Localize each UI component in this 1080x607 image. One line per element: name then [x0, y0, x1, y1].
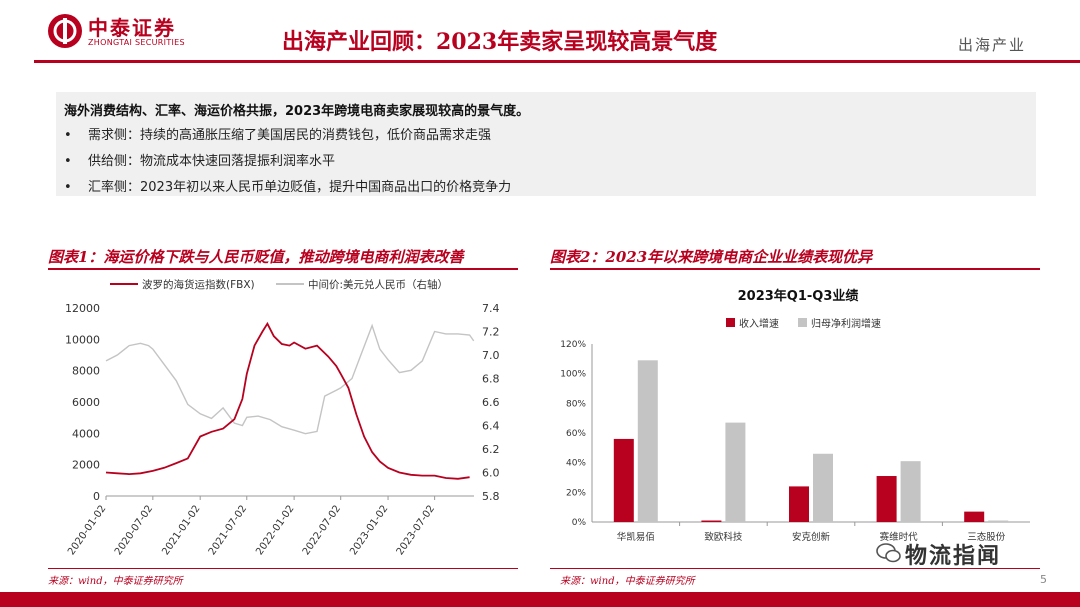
- y-left-tick-label: 4000: [72, 427, 100, 440]
- section-tag: 出海产业: [958, 36, 1027, 54]
- bar-profit: [988, 520, 1009, 522]
- bullet-text: 汇率侧：2023年初以来人民币单边贬值，提升中国商品出口的价格竞争力: [88, 180, 512, 195]
- footer-bar: [0, 592, 1080, 607]
- y-left-tick-label: 10000: [65, 333, 100, 346]
- y-right-tick-label: 6.2: [482, 443, 500, 456]
- y-tick-label: 80%: [566, 399, 586, 409]
- x-tick-label: 2020-07-02: [113, 503, 155, 557]
- y-right-tick-label: 6.6: [482, 396, 500, 409]
- x-tick-label: 2021-01-02: [160, 503, 202, 557]
- legend-swatch-profit: [798, 318, 807, 327]
- figure2-source: 来源：wind，中泰证券研究所: [560, 576, 695, 587]
- y-left-tick-label: 12000: [65, 302, 100, 315]
- y-tick-label: 60%: [566, 429, 586, 439]
- series-line-fbx: [105, 321, 470, 480]
- y-right-tick-label: 7.4: [482, 302, 500, 315]
- legend-label-profit: 归母净利润增速: [811, 317, 881, 330]
- y-tick-label: 20%: [566, 488, 586, 498]
- summary-bullet: • 需求侧：持续的高通胀压缩了美国居民的消费钱包，低价商品需求走强: [64, 124, 491, 143]
- logo-icon: [48, 14, 82, 48]
- y-right-tick-label: 5.8: [482, 490, 500, 503]
- figure2-source-rule: [550, 568, 1040, 569]
- chart1-line-chart: 波罗的海货运指数(FBX) 中间价:美元兑人民币（右轴） 0 2000 4000 6000…: [65, 278, 500, 557]
- bar-profit: [900, 461, 921, 522]
- bullet-dot-icon: •: [64, 154, 72, 169]
- series-line-usdcny: [105, 323, 475, 435]
- x-category-label: 华凯易佰: [617, 531, 655, 543]
- y-left-tick-label: 6000: [72, 396, 100, 409]
- legend-swatch-revenue: [726, 318, 735, 327]
- y-left-tick-label: 8000: [72, 365, 100, 378]
- summary-headline: 海外消费结构、汇率、海运价格共振，2023年跨境电商卖家展现较高的景气度。: [64, 104, 530, 119]
- y-right-tick-label: 6.8: [482, 373, 500, 386]
- chart2-title: 2023年Q1-Q3业绩: [738, 288, 859, 304]
- watermark-text: 物流指闻: [905, 544, 1002, 569]
- legend-label-fbx: 波罗的海货运指数(FBX): [142, 278, 255, 291]
- logo-mark-icon: [53, 18, 77, 44]
- bullet-text: 供给侧：物流成本快速回落提振利润率水平: [88, 154, 336, 169]
- summary-bullet: • 汇率侧：2023年初以来人民币单边贬值，提升中国商品出口的价格竞争力: [64, 176, 511, 195]
- x-tick-label: 2023-07-02: [395, 503, 437, 557]
- x-category-label: 安克创新: [792, 531, 831, 543]
- x-category-label: 致欧科技: [704, 531, 743, 543]
- wechat-icon: [876, 543, 901, 563]
- figure2-rule: [550, 268, 1040, 270]
- summary-box: [56, 92, 1036, 196]
- y-right-tick-label: 6.0: [482, 467, 500, 480]
- figure1-title: 图表1：海运价格下跌与人民币贬值，推动跨境电商利润表改善: [48, 248, 464, 266]
- legend-label-revenue: 收入增速: [739, 317, 779, 330]
- x-tick-label: 2021-07-02: [207, 503, 249, 557]
- y-tick-label: 120%: [560, 340, 586, 350]
- bar-profit: [637, 360, 658, 522]
- logo-subtext: ZHONGTAI SECURITIES: [88, 38, 185, 47]
- bar-revenue: [964, 511, 985, 522]
- x-tick-label: 2022-07-02: [301, 503, 343, 557]
- bar-revenue: [613, 438, 634, 522]
- bar-revenue: [701, 520, 722, 522]
- figure2-title: 图表2：2023年以来跨境电商企业业绩表现优异: [550, 248, 873, 266]
- figure1-source-rule: [48, 568, 518, 569]
- page-title: 出海产业回顾：2023年卖家呈现较高景气度: [282, 29, 718, 55]
- y-left-tick-label: 2000: [72, 459, 100, 472]
- page-number: 5: [1040, 573, 1047, 586]
- bullet-dot-icon: •: [64, 128, 72, 143]
- y-tick-label: 0%: [572, 518, 587, 528]
- logo-text: 中泰证券: [88, 16, 176, 40]
- x-category-label: 三态股份: [967, 531, 1006, 543]
- x-tick-label: 2020-01-02: [66, 503, 108, 557]
- header-divider: [34, 60, 1080, 63]
- y-right-tick-label: 6.4: [482, 420, 500, 433]
- x-tick-label: 2022-01-02: [254, 503, 296, 557]
- bullet-dot-icon: •: [64, 180, 72, 195]
- left-band: [0, 0, 34, 607]
- bar-revenue: [876, 476, 897, 522]
- bar-profit: [725, 422, 746, 522]
- x-tick-label: 2023-01-02: [348, 503, 390, 557]
- y-left-tick-label: 0: [93, 490, 100, 503]
- figure1-rule: [48, 268, 518, 270]
- y-tick-label: 100%: [560, 370, 586, 380]
- x-category-label: 赛维时代: [880, 531, 919, 543]
- y-right-tick-label: 7.0: [482, 349, 500, 362]
- bar-profit: [813, 453, 833, 522]
- y-right-tick-label: 7.2: [482, 326, 500, 339]
- y-tick-label: 40%: [566, 459, 586, 469]
- bar-revenue: [789, 486, 809, 522]
- bullet-text: 需求侧：持续的高通胀压缩了美国居民的消费钱包，低价商品需求走强: [88, 128, 492, 143]
- figure1-source: 来源：wind，中泰证券研究所: [48, 576, 183, 587]
- summary-bullet: • 供给侧：物流成本快速回落提振利润率水平: [64, 150, 335, 169]
- legend-label-usdcny: 中间价:美元兑人民币（右轴）: [308, 278, 448, 291]
